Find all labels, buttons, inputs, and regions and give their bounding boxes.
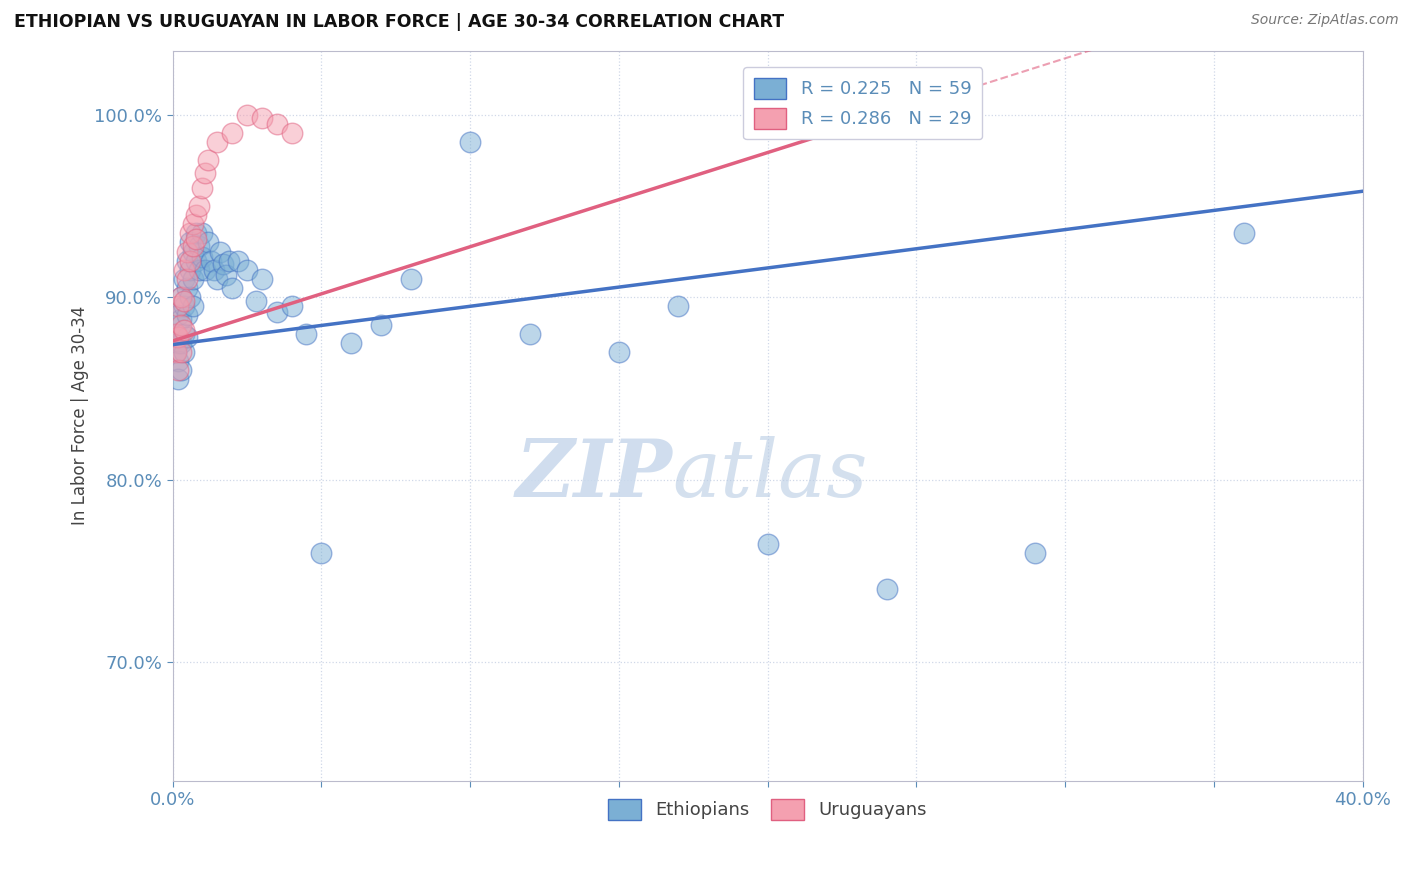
Point xyxy=(179,290,201,304)
Point xyxy=(173,323,195,337)
Point xyxy=(165,326,187,341)
Point xyxy=(191,180,214,194)
Point xyxy=(186,253,208,268)
Point xyxy=(205,135,228,149)
Point xyxy=(183,217,205,231)
Point xyxy=(176,272,198,286)
Y-axis label: In Labor Force | Age 30-34: In Labor Force | Age 30-34 xyxy=(72,306,89,525)
Point xyxy=(170,312,193,326)
Point xyxy=(245,293,267,308)
Point xyxy=(183,244,205,259)
Point xyxy=(173,299,195,313)
Point xyxy=(458,135,481,149)
Point xyxy=(167,299,190,313)
Point xyxy=(340,335,363,350)
Text: atlas: atlas xyxy=(672,435,868,513)
Point xyxy=(202,262,225,277)
Point xyxy=(280,126,302,140)
Point xyxy=(1232,227,1254,241)
Point xyxy=(173,293,195,308)
Point xyxy=(176,253,198,268)
Point xyxy=(173,345,195,359)
Point xyxy=(1024,546,1046,560)
Point xyxy=(167,372,190,386)
Point xyxy=(179,262,201,277)
Point xyxy=(170,363,193,377)
Point xyxy=(179,253,201,268)
Point xyxy=(226,253,249,268)
Point xyxy=(191,227,214,241)
Text: ETHIOPIAN VS URUGUAYAN IN LABOR FORCE | AGE 30-34 CORRELATION CHART: ETHIOPIAN VS URUGUAYAN IN LABOR FORCE | … xyxy=(14,13,785,31)
Point xyxy=(236,262,259,277)
Point xyxy=(167,330,190,344)
Point xyxy=(173,326,195,341)
Point xyxy=(295,326,318,341)
Point xyxy=(170,335,193,350)
Point xyxy=(191,250,214,264)
Point xyxy=(221,126,243,140)
Point xyxy=(205,272,228,286)
Point xyxy=(519,326,541,341)
Point xyxy=(197,153,219,168)
Point xyxy=(167,354,190,368)
Point xyxy=(236,107,259,121)
Point xyxy=(183,239,205,253)
Point xyxy=(280,299,302,313)
Point xyxy=(218,253,240,268)
Point xyxy=(173,272,195,286)
Point xyxy=(173,262,195,277)
Point xyxy=(370,318,392,332)
Point xyxy=(176,330,198,344)
Point xyxy=(607,345,630,359)
Point xyxy=(200,253,222,268)
Point xyxy=(170,290,193,304)
Point xyxy=(167,309,190,323)
Text: ZIP: ZIP xyxy=(516,435,672,513)
Point xyxy=(183,272,205,286)
Point xyxy=(170,318,193,332)
Point xyxy=(250,112,273,126)
Point xyxy=(170,290,193,304)
Point xyxy=(188,262,211,277)
Point xyxy=(209,244,232,259)
Point xyxy=(876,582,898,597)
Point xyxy=(165,345,187,359)
Point xyxy=(250,272,273,286)
Point xyxy=(188,239,211,253)
Point xyxy=(266,117,288,131)
Point xyxy=(176,309,198,323)
Point xyxy=(186,232,208,246)
Point xyxy=(186,208,208,222)
Point xyxy=(186,227,208,241)
Point xyxy=(165,345,187,359)
Point xyxy=(179,235,201,250)
Point xyxy=(167,363,190,377)
Point xyxy=(266,305,288,319)
Text: Source: ZipAtlas.com: Source: ZipAtlas.com xyxy=(1251,13,1399,28)
Point xyxy=(221,281,243,295)
Point xyxy=(188,199,211,213)
Point xyxy=(194,166,217,180)
Point xyxy=(215,268,238,283)
Point xyxy=(165,326,187,341)
Point xyxy=(194,262,217,277)
Point xyxy=(170,345,193,359)
Point xyxy=(179,227,201,241)
Point xyxy=(167,335,190,350)
Point xyxy=(176,281,198,295)
Legend: Ethiopians, Uruguayans: Ethiopians, Uruguayans xyxy=(602,791,934,827)
Point xyxy=(176,244,198,259)
Point xyxy=(756,536,779,550)
Point xyxy=(197,235,219,250)
Point xyxy=(399,272,422,286)
Point xyxy=(212,257,235,271)
Point xyxy=(666,299,689,313)
Point xyxy=(183,299,205,313)
Point xyxy=(311,546,333,560)
